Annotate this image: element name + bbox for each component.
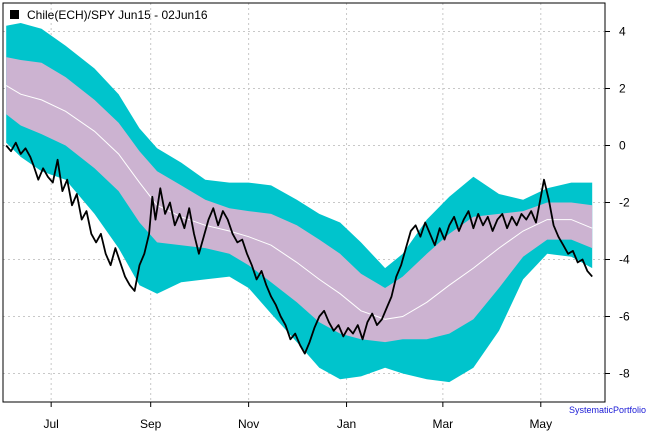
- y-tick-label: 4: [619, 25, 626, 39]
- y-tick-label: -6: [619, 310, 630, 324]
- legend-swatch: [10, 10, 19, 19]
- y-tick-label: -4: [619, 253, 630, 267]
- y-tick-label: 0: [619, 139, 626, 153]
- bands: [5, 23, 593, 383]
- legend: Chile(ECH)/SPY Jun15 - 02Jun16: [10, 8, 208, 22]
- y-tick-label: 2: [619, 82, 626, 96]
- y-tick-label: -8: [619, 367, 630, 381]
- x-tick-label: Mar: [433, 417, 454, 431]
- mid-line: [5, 85, 593, 320]
- x-tick-label: Sep: [140, 417, 162, 431]
- x-tick-label: Jul: [43, 417, 58, 431]
- x-tick-label: Jan: [337, 417, 356, 431]
- y-tick-label: -2: [619, 196, 630, 210]
- price-series-line: [5, 141, 593, 355]
- y-axis: 4 2 0 -2 -4 -6 -8: [605, 25, 630, 381]
- x-tick-label: May: [529, 417, 552, 431]
- inner-band: [6, 57, 593, 343]
- x-tick-label: Nov: [238, 417, 259, 431]
- x-axis: Jul Sep Nov Jan Mar May: [43, 402, 552, 431]
- series-lines: [5, 141, 593, 355]
- chart-title: Chile(ECH)/SPY Jun15 - 02Jun16: [27, 8, 208, 22]
- credit-text: SystematicPortfolio: [569, 405, 646, 415]
